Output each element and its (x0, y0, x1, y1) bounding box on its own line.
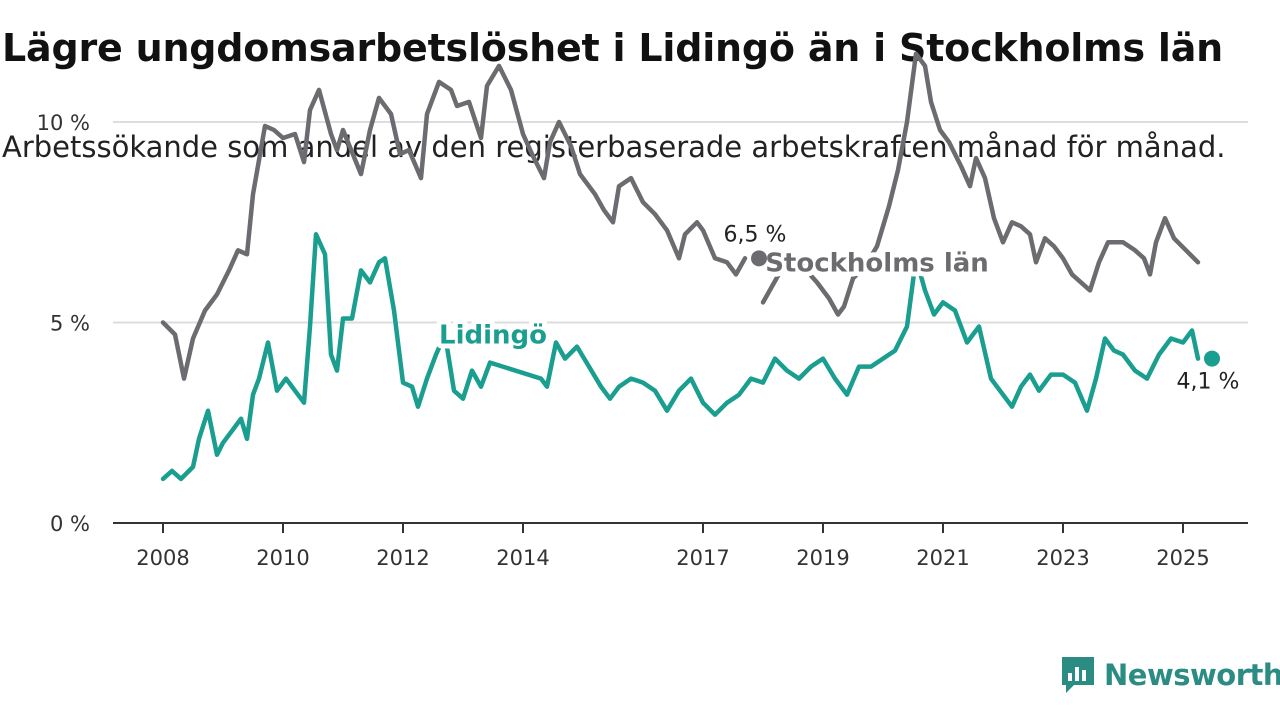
end-value-label: 4,1 % (1177, 370, 1240, 395)
series-line-0 (160, 63, 748, 381)
series-label: Lidingö (439, 321, 547, 351)
x-tick-label: 2014 (496, 546, 549, 570)
x-tick-label: 2010 (256, 546, 309, 570)
end-point-marker (1204, 350, 1220, 367)
x-tick-label: 2021 (916, 546, 969, 570)
x-tick-label: 2025 (1156, 546, 1209, 570)
y-tick-label: 10 % (37, 111, 90, 135)
series-label-halo: Stockholms län (765, 248, 989, 278)
x-tick-label: 2012 (376, 546, 429, 570)
y-tick-label: 5 % (50, 312, 90, 336)
series-line-1 (160, 232, 1201, 482)
newsworthy-logo-icon (1062, 657, 1094, 693)
x-tick-label: 2008 (136, 546, 189, 570)
series-label-halo: Lidingö (439, 321, 547, 351)
x-tick-label: 2019 (796, 546, 849, 570)
chart-subtitle: Arbetssökande som andel av den registerb… (2, 130, 1226, 164)
series-line-2 (760, 51, 1201, 317)
line-chart: 0 %5 %10 % 2008 2010 2012 2014 2017 2019 2021 2… (37, 51, 1248, 570)
chart-title: Lägre ungdomsarbetslöshet i Lidingö än i… (2, 26, 1224, 70)
newsworthy-logo: Newsworthy (1060, 654, 1280, 696)
brand-name: Newsworthy (1104, 658, 1280, 692)
series-label: Stockholms län (765, 248, 989, 278)
series-lines (160, 51, 1201, 482)
y-tick-label: 0 % (50, 512, 90, 536)
end-point-marker (751, 250, 767, 267)
y-axis-ticks: 0 % 5 % 10 % (37, 111, 90, 536)
end-value-label: 6,5 % (724, 222, 787, 247)
x-tick-label: 2023 (1036, 546, 1089, 570)
x-tick-label: 2017 (676, 546, 729, 570)
gridlines (113, 121, 1248, 324)
x-axis-ticks: 2008 2010 2012 2014 2017 2019 2021 2023 2025 (113, 522, 1248, 570)
end-markers: 6,5 % 4,1 % (721, 219, 1243, 397)
